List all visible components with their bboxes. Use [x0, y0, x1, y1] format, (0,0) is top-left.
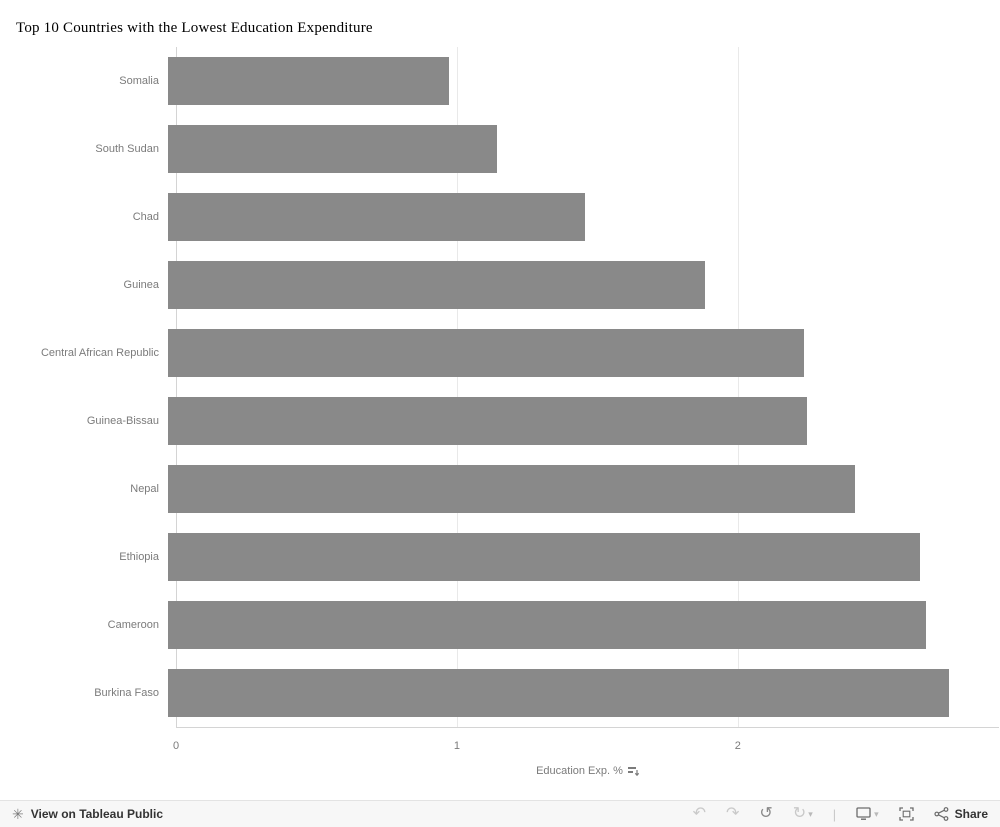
- bar-track: [168, 47, 1000, 115]
- replay-icon[interactable]: ↻ ▾: [792, 805, 813, 822]
- gridline: [456, 47, 458, 727]
- download-caret-icon: ▾: [874, 808, 879, 819]
- category-label: Guinea-Bissau: [86, 415, 159, 427]
- bar-row: Burkina Faso: [0, 659, 1000, 727]
- bar[interactable]: [168, 125, 498, 173]
- view-on-tableau-public-label: View on Tableau Public: [30, 807, 163, 821]
- reset-icon[interactable]: ↺: [759, 805, 773, 822]
- share-label: Share: [954, 807, 988, 821]
- bar-row: Guinea-Bissau: [0, 387, 1000, 455]
- toolbar-actions: ↶ ↷ ↺ ↻ ▾ | ▾: [693, 806, 988, 822]
- chart-title: Top 10 Countries with the Lowest Educati…: [16, 20, 373, 36]
- bar[interactable]: [168, 465, 856, 513]
- bar-row: Ethiopia: [0, 523, 1000, 591]
- bar-row: Somalia: [0, 47, 1000, 115]
- bar-row: Cameroon: [0, 591, 1000, 659]
- bar[interactable]: [168, 669, 949, 717]
- category-label: Burkina Faso: [94, 687, 159, 699]
- y-axis-line: [176, 47, 177, 728]
- bar[interactable]: [168, 261, 705, 309]
- bar-row: South Sudan: [0, 115, 1000, 183]
- x-tick-label: 0: [172, 740, 180, 752]
- bar-row: Guinea: [0, 251, 1000, 319]
- category-label: South Sudan: [95, 143, 159, 155]
- bar-track: [168, 523, 1000, 591]
- bar-row: Central African Republic: [0, 319, 1000, 387]
- bar[interactable]: [168, 329, 805, 377]
- undo-icon[interactable]: ↶: [692, 805, 706, 822]
- bar-track: [168, 115, 1000, 183]
- category-label: Cameroon: [107, 619, 159, 631]
- bar[interactable]: [168, 57, 450, 105]
- x-axis: 0 1 2: [173, 727, 999, 752]
- toolbar-divider: |: [832, 806, 837, 822]
- bar-track: [168, 455, 1000, 523]
- gridline: [737, 47, 739, 727]
- bar-row: Chad: [0, 183, 1000, 251]
- bar[interactable]: [168, 533, 921, 581]
- view-on-tableau-public-link[interactable]: ✳ View on Tableau Public: [12, 807, 163, 821]
- fullscreen-icon[interactable]: [898, 807, 914, 821]
- bar-track: [168, 251, 1000, 319]
- category-label: Ethiopia: [119, 551, 159, 563]
- tableau-logo-icon: ✳: [12, 806, 24, 822]
- category-label: Nepal: [130, 483, 159, 495]
- redo-icon[interactable]: ↷: [725, 805, 740, 822]
- bar-track: [168, 659, 1000, 727]
- category-label: Somalia: [119, 75, 159, 87]
- bar-track: [168, 387, 1000, 455]
- replay-caret-icon: ▾: [808, 808, 813, 819]
- x-tick-label: 2: [734, 740, 741, 752]
- sort-icon[interactable]: [627, 766, 639, 777]
- bar-row: Nepal: [0, 455, 1000, 523]
- share-icon: [934, 807, 949, 821]
- bar[interactable]: [168, 397, 807, 445]
- x-axis-label: Education Exp. %: [536, 765, 623, 777]
- bar-track: [168, 319, 1000, 387]
- x-tick-label: 1: [453, 740, 460, 752]
- x-axis-label-row: Education Exp. %: [176, 765, 999, 777]
- bar[interactable]: [168, 601, 927, 649]
- bar-track: [168, 183, 1000, 251]
- gridlines: [176, 47, 999, 727]
- bar-track: [168, 591, 1000, 659]
- download-device-icon[interactable]: ▾: [856, 807, 879, 821]
- share-button[interactable]: Share: [934, 807, 988, 821]
- bar-chart: Somalia South Sudan Chad Guinea Central Afri…: [0, 47, 1000, 727]
- category-label: Guinea: [123, 279, 159, 291]
- bar[interactable]: [168, 193, 586, 241]
- category-label: Chad: [132, 211, 159, 223]
- category-label: Central African Republic: [40, 347, 159, 359]
- tableau-toolbar: ✳ View on Tableau Public ↶ ↷ ↺ ↻ ▾ | ▾: [0, 800, 1000, 827]
